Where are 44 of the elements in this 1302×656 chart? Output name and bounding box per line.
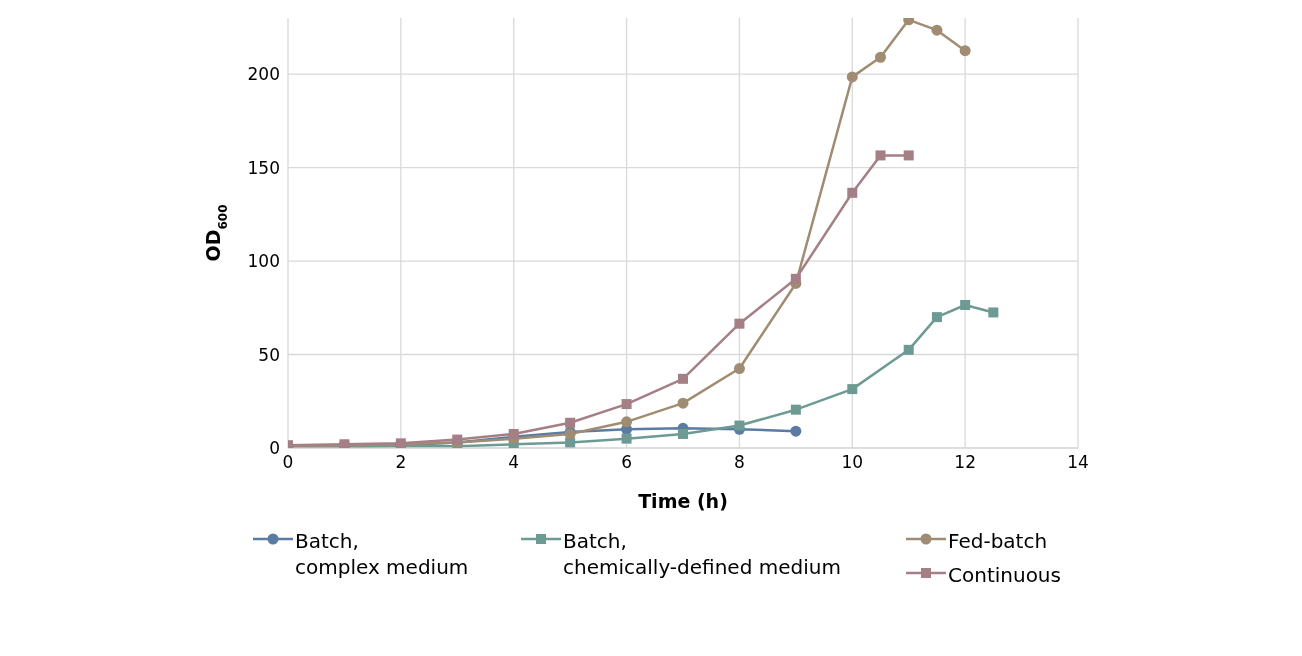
point [847,384,858,395]
point [508,428,519,439]
point [565,417,576,428]
point [846,71,858,83]
y-tick-label: 100 [247,251,280,272]
legend-label: Fed-batch [948,528,1048,554]
y-tick-label: 50 [258,344,280,365]
y-tick-label: 0 [269,438,280,459]
point [790,273,801,284]
point [931,24,943,36]
x-tick-label: 6 [621,452,632,473]
x-tick-label: 12 [954,452,976,473]
point [903,150,914,161]
point [903,344,914,355]
point [875,150,886,161]
legend-label: Batch, complex medium [295,528,469,580]
x-tick-label: 0 [282,452,294,473]
x-tick-label: 4 [508,452,520,473]
point [621,399,632,410]
point [790,425,802,437]
legend-label: Batch, chemically-defined medium [563,528,841,580]
point [931,312,942,323]
y-tick-label: 150 [247,157,280,178]
point [959,45,971,57]
point [621,433,632,444]
point [733,363,745,375]
legend-label: Continuous [948,562,1061,588]
point [790,404,801,415]
x-axis-title: Time (h) [638,490,728,512]
x-tick-label: 10 [841,452,864,473]
point [960,299,971,310]
point [678,373,688,384]
x-tick-label: 14 [1067,452,1089,473]
point [677,397,689,409]
x-tick-label: 2 [395,452,407,473]
y-tick-label: 200 [247,64,280,85]
point [621,416,633,428]
x-tick-label: 8 [734,452,745,473]
point [875,51,886,63]
point [678,428,688,439]
point [734,318,745,329]
point [734,420,745,431]
point [847,187,858,198]
point [988,307,999,318]
